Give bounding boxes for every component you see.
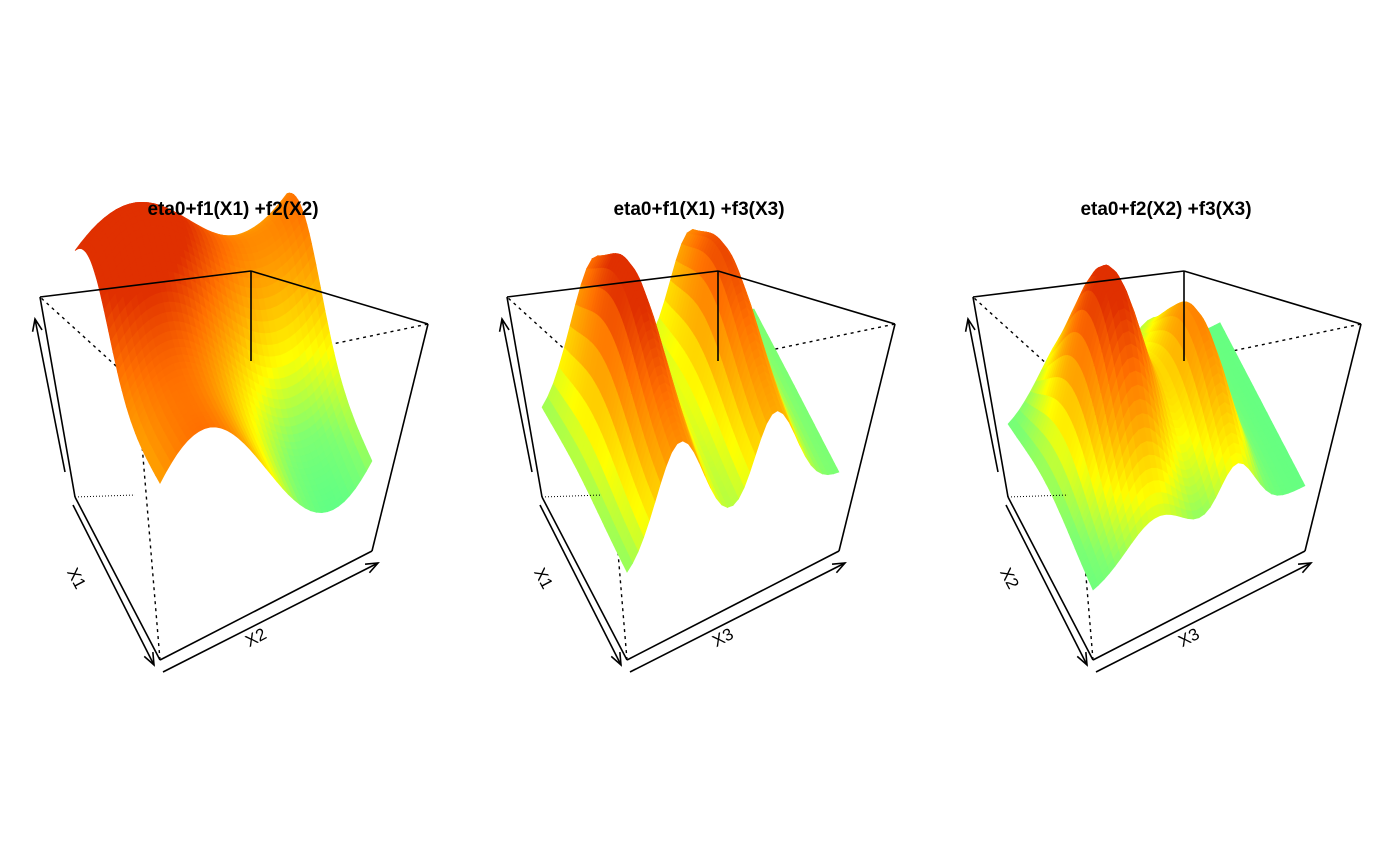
x-axis-label-right: X2 (242, 624, 269, 651)
hidden-edge-bottom (1007, 494, 1069, 498)
box-edge-top-left (972, 270, 1185, 298)
surface-mesh (1007, 264, 1306, 591)
hidden-edge-bottom (74, 494, 136, 498)
x-axis-label-right: X3 (1175, 624, 1202, 651)
surface-panel-1: X1 X2 (31, 192, 429, 673)
panel-1-title: eta0+f1(X1) +f2(X2) (147, 199, 319, 220)
x-axis-arrow-right (629, 562, 847, 673)
x-axis-arrow-right (162, 562, 380, 673)
x-axis-arrow-left (1005, 504, 1088, 667)
hidden-edge-bottom (541, 494, 603, 498)
box-edge-front-right (159, 550, 373, 661)
box-edge-left-vertical (39, 296, 76, 498)
box-edge-left-vertical (972, 296, 1009, 498)
surface-panel-2: X1 X3 (498, 228, 896, 673)
x-axis-label-left: X2 (996, 565, 1023, 592)
box-edge-front-left (541, 496, 628, 661)
panel-3-title: eta0+f2(X2) +f3(X3) (1080, 199, 1252, 220)
x-axis-arrow-left (72, 504, 155, 667)
box-edge-left-vertical (506, 296, 543, 498)
x-axis-label-right: X3 (709, 624, 736, 651)
box-edge-front-right (626, 550, 840, 661)
box-edge-right-vertical (838, 323, 896, 552)
surface-mesh (541, 228, 840, 573)
box-edge-top-right (250, 270, 429, 325)
box-edge-right-vertical (371, 323, 429, 552)
x-axis-arrow-left (539, 504, 622, 667)
box-edge-front-left (74, 496, 161, 661)
box-edge-right-vertical (1304, 323, 1362, 552)
box-edge-top-right (1183, 270, 1362, 325)
z-axis-arrow (498, 316, 533, 473)
surface-panel-3: X2 X3 (964, 264, 1362, 673)
box-edge-front-left (1007, 496, 1094, 661)
box-edge-top-left (39, 270, 252, 298)
z-axis-arrow (31, 316, 66, 473)
box-edge-front-right (1092, 550, 1306, 661)
surface-mesh (74, 192, 373, 514)
x-axis-arrow-right (1095, 562, 1313, 673)
panel-2-title: eta0+f1(X1) +f3(X3) (613, 199, 785, 220)
x-axis-label-left: X1 (63, 565, 90, 592)
z-axis-arrow (964, 316, 999, 473)
box-edge-top-left (506, 270, 719, 298)
box-edge-top-right (717, 270, 896, 325)
x-axis-label-left: X1 (530, 565, 557, 592)
